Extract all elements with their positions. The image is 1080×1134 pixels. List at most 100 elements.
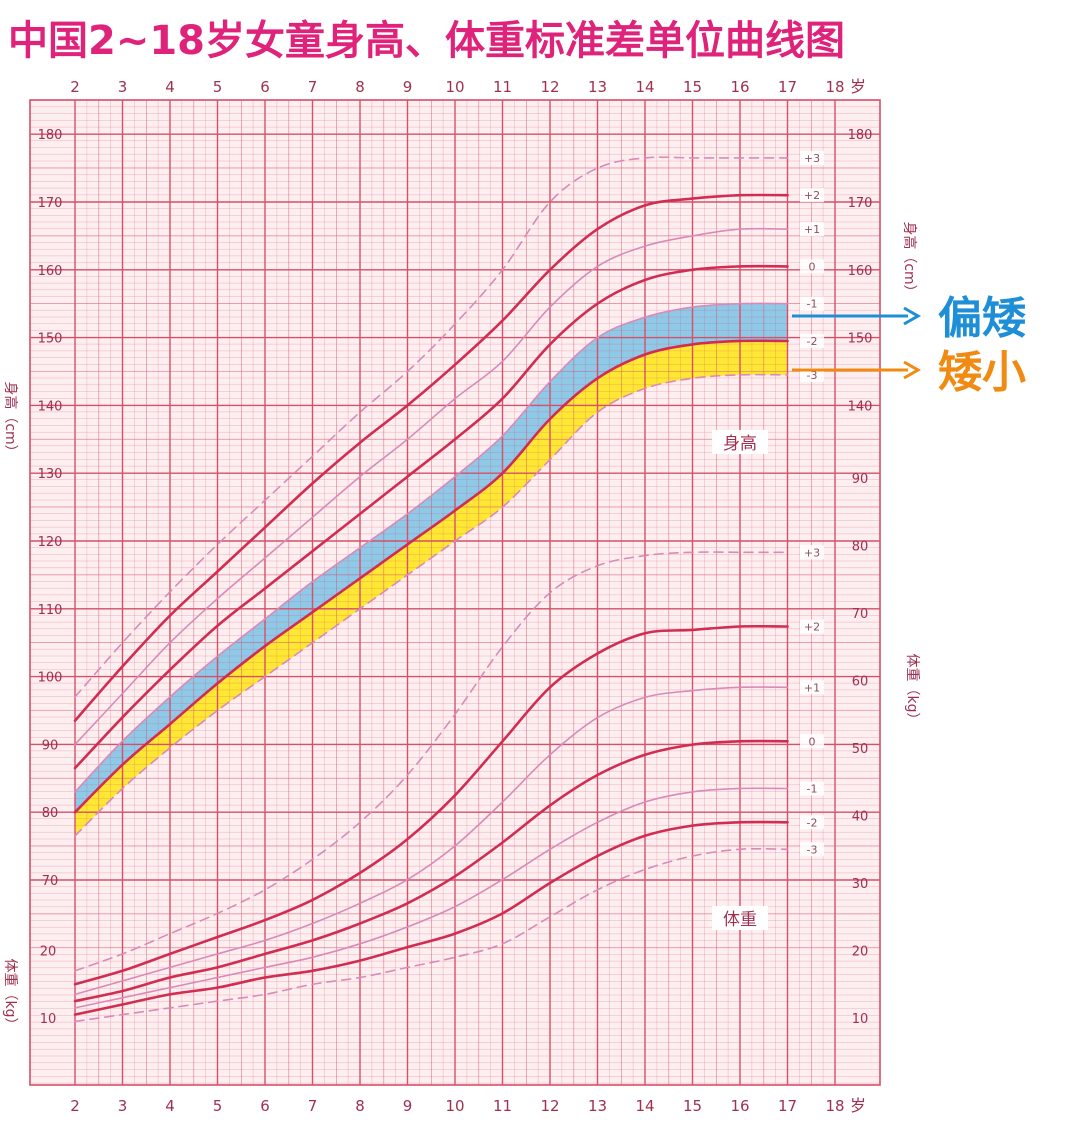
- height-sd-label: -2: [807, 335, 818, 348]
- x-tick-label-bottom: 7: [308, 1097, 318, 1115]
- x-tick-label-top: 2: [70, 78, 80, 96]
- height-tick-left: 170: [38, 196, 63, 211]
- x-tick-label-bottom: 5: [213, 1097, 223, 1115]
- x-tick-label-top: 5: [213, 78, 223, 96]
- weight-sd-label: +2: [804, 621, 820, 634]
- height-sd-label: -1: [807, 298, 818, 311]
- weight-sd-label: +1: [804, 681, 820, 694]
- x-tick-label-top: 3: [118, 78, 128, 96]
- x-tick-label-bottom: 17: [778, 1097, 797, 1115]
- page-title: 中国2~18岁女童身高、体重标准差单位曲线图: [8, 18, 846, 64]
- x-tick-label-bottom: 12: [540, 1097, 559, 1115]
- x-tick-label-top: 15: [683, 78, 702, 96]
- height-curve-sdm1: [74, 302, 789, 793]
- aixiao-arrowhead: [903, 360, 922, 380]
- height-tick-right: 140: [848, 399, 873, 414]
- x-tick-label-top: 4: [165, 78, 175, 96]
- x-tick-label-top: 17: [778, 78, 797, 96]
- weight-sd-label: +3: [804, 546, 820, 559]
- x-tick-label-bottom: 2: [70, 1097, 80, 1115]
- x-tick-label-bottom: 16: [730, 1097, 749, 1115]
- x-tick-label-top: 10: [445, 78, 464, 96]
- weight-tick-right: 90: [852, 472, 869, 487]
- weight-tick-right: 30: [852, 877, 869, 892]
- weight-curve-sdp3: [74, 551, 789, 972]
- x-tick-label-top: 11: [493, 78, 512, 96]
- x-tick-label-bottom: 13: [588, 1097, 607, 1115]
- weight-tick-right: 70: [852, 607, 869, 622]
- weight-tick-right: 40: [852, 810, 869, 825]
- weight-sd-label-bg: [800, 545, 824, 560]
- height-tick-right: 150: [848, 332, 873, 347]
- x-tick-label-bottom: 9: [403, 1097, 413, 1115]
- weight-sd-label-bg: [800, 619, 824, 634]
- height-region-label: 身高: [723, 434, 757, 454]
- height-sd-label-bg: [800, 222, 824, 237]
- height-region-label-bg: [712, 430, 768, 454]
- height-curve-sdm3: [74, 373, 789, 837]
- weight-axis-title-right: 体重（kg）: [904, 654, 920, 727]
- weight-region-label-bg: [712, 906, 768, 930]
- x-tick-label-top: 6: [260, 78, 270, 96]
- height-sd-label-bg: [800, 333, 824, 348]
- weight-sd-label-bg: [800, 842, 824, 857]
- weight-tick-right: 10: [852, 1012, 869, 1027]
- weight-sd-label-bg: [800, 734, 824, 749]
- weight-sd-label: -1: [807, 783, 818, 796]
- height-tick-left: 140: [38, 399, 63, 414]
- height-sd-label: -3: [807, 369, 818, 382]
- weight-axis-title-left: 体重（kg）: [2, 959, 18, 1032]
- height-tick-right: 180: [848, 128, 873, 143]
- height-sd-label: 0: [809, 260, 816, 273]
- x-tick-label-bottom: 4: [165, 1097, 175, 1115]
- height-axis-title-right: 身高（cm）: [901, 221, 918, 298]
- weight-curve-sdm1: [74, 787, 789, 1009]
- x-tick-label-bottom: 10: [445, 1097, 464, 1115]
- height-tick-left: 110: [38, 603, 63, 618]
- weight-curve-sdp2: [73, 624, 789, 986]
- weight-region-label: 体重: [723, 910, 757, 930]
- height-tick-right: 170: [848, 196, 873, 211]
- height-tick-left: 160: [38, 264, 63, 279]
- x-unit-bottom: 岁: [850, 1096, 866, 1115]
- height-tick-left: 180: [38, 128, 63, 143]
- height-curve-sd0: [73, 264, 789, 770]
- height-curve-sdp2: [73, 193, 789, 722]
- weight-curve-sdp1: [74, 686, 789, 996]
- weight-sd-label-bg: [800, 680, 824, 695]
- height-tick-left: 70: [42, 874, 59, 889]
- height-curve-sdp3: [74, 156, 789, 698]
- weight-curve-sdm3: [74, 847, 789, 1023]
- x-tick-label-top: 13: [588, 78, 607, 96]
- weight-sd-label: 0: [809, 735, 816, 748]
- x-tick-label-top: 8: [355, 78, 365, 96]
- height-curve-sdm2: [73, 339, 789, 814]
- annotation-pianai: 偏矮: [938, 293, 1026, 344]
- x-tick-label-bottom: 14: [635, 1097, 654, 1115]
- weight-curve-sd0: [73, 739, 789, 1003]
- height-sd-label-bg: [800, 150, 824, 165]
- height-tick-right: 160: [848, 264, 873, 279]
- weight-tick-right: 20: [852, 945, 869, 960]
- height-tick-left: 150: [38, 332, 63, 347]
- x-tick-label-top: 12: [540, 78, 559, 96]
- x-tick-label-bottom: 3: [118, 1097, 128, 1115]
- x-tick-label-top: 7: [308, 78, 318, 96]
- x-tick-label-bottom: 8: [355, 1097, 365, 1115]
- x-tick-label-bottom: 11: [493, 1097, 512, 1115]
- height-sd-label-bg: [800, 296, 824, 311]
- height-sd-label: +2: [804, 189, 820, 202]
- height-sd-label: +1: [804, 223, 820, 236]
- annotation-aixiao: 矮小: [938, 347, 1026, 398]
- height-sd-label-bg: [800, 188, 824, 203]
- weight-tick-right: 80: [852, 540, 869, 555]
- weight-tick-left: 20: [40, 945, 57, 960]
- height-tick-left: 100: [38, 671, 63, 686]
- height-sd-label-bg: [800, 259, 824, 274]
- weight-sd-label-bg: [800, 781, 824, 796]
- weight-tick-left: 10: [40, 1012, 57, 1027]
- x-tick-label-top: 9: [403, 78, 413, 96]
- weight-sd-label-bg: [800, 815, 824, 830]
- weight-tick-right: 50: [852, 742, 869, 757]
